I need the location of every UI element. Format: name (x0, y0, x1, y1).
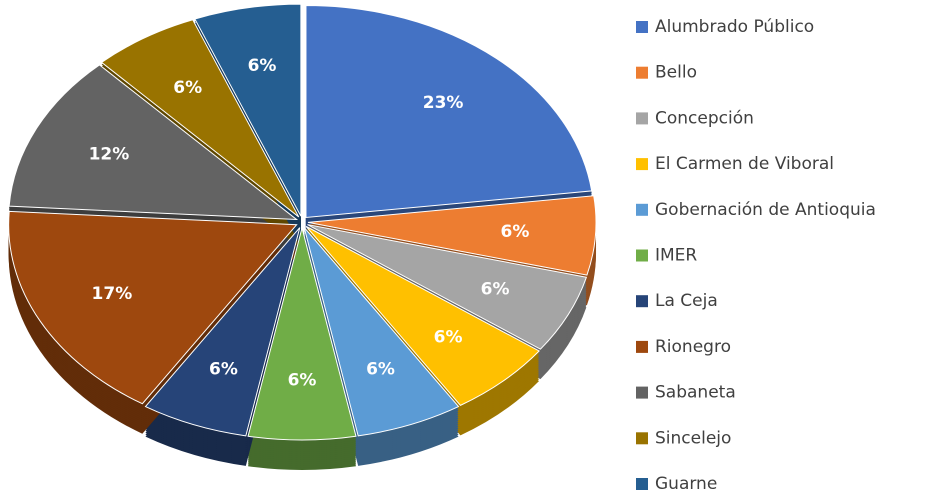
legend-swatch (636, 21, 648, 33)
legend-swatch (636, 66, 648, 79)
legend-label: IMER (655, 246, 697, 266)
data-label: 6% (248, 56, 277, 76)
legend-label: Rionegro (655, 337, 731, 357)
legend-swatch (636, 249, 648, 262)
legend-label: Bello (655, 63, 697, 83)
data-label: 6% (366, 359, 395, 379)
legend-label: La Ceja (655, 291, 718, 311)
data-label: 6% (209, 359, 238, 379)
data-label: 6% (288, 371, 317, 391)
legend-label: Concepción (655, 108, 754, 128)
legend-swatch (636, 203, 648, 216)
legend-swatch (636, 158, 648, 171)
legend-swatch (636, 478, 648, 490)
legend-label: Alumbrado Público (655, 17, 814, 37)
slice (307, 224, 588, 350)
data-label: 6% (481, 280, 510, 300)
data-label: 6% (501, 222, 530, 242)
legend-label: Sincelejo (655, 428, 731, 448)
slice (247, 226, 357, 441)
legend-label: Gobernación de Antioquia (655, 200, 876, 220)
slice (305, 225, 540, 406)
legend-swatch (636, 340, 648, 353)
legend-swatch (636, 432, 648, 445)
data-label: 6% (173, 78, 202, 98)
slice (303, 227, 460, 437)
slice (144, 227, 301, 437)
slice (307, 195, 597, 276)
slice (8, 210, 298, 405)
slice (8, 64, 299, 221)
data-label: 17% (92, 284, 133, 304)
legend-label: Sabaneta (655, 383, 736, 403)
legend-swatch (636, 295, 648, 308)
legend-swatch (636, 386, 648, 399)
legend-label: Guarne (655, 474, 717, 491)
slice (100, 19, 300, 218)
data-label: 6% (434, 328, 463, 348)
data-label: 23% (423, 93, 464, 113)
legend-swatch (636, 112, 648, 125)
slice (305, 4, 593, 219)
legend-label: El Carmen de Viboral (655, 154, 834, 174)
slice (194, 3, 302, 217)
data-label: 12% (89, 144, 130, 164)
